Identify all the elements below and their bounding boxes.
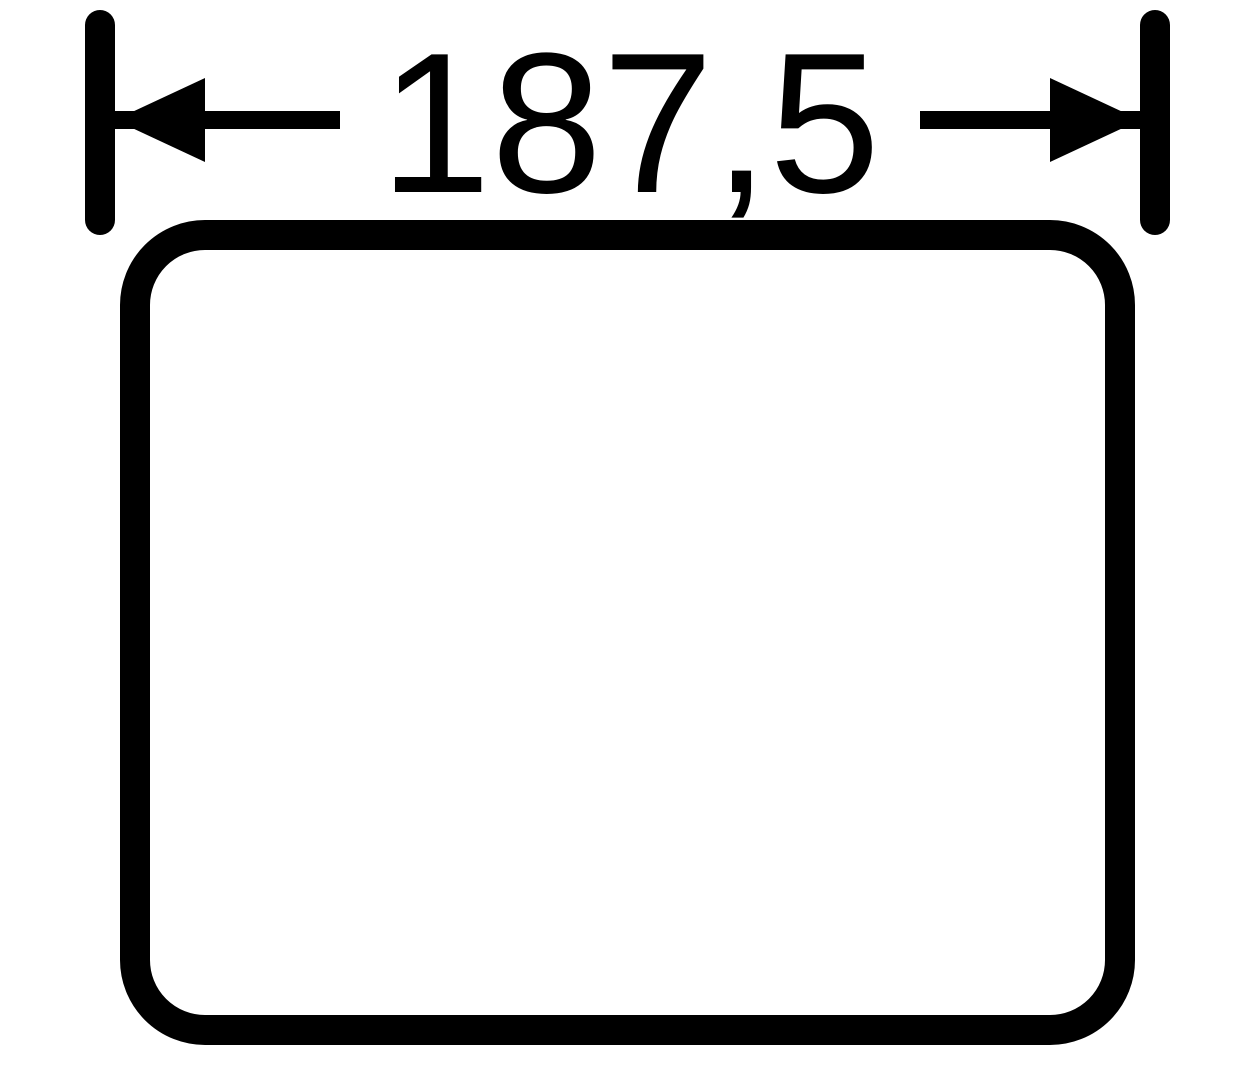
profile-rectangle — [135, 235, 1120, 1030]
dimension-label: 187,5 — [380, 12, 881, 235]
